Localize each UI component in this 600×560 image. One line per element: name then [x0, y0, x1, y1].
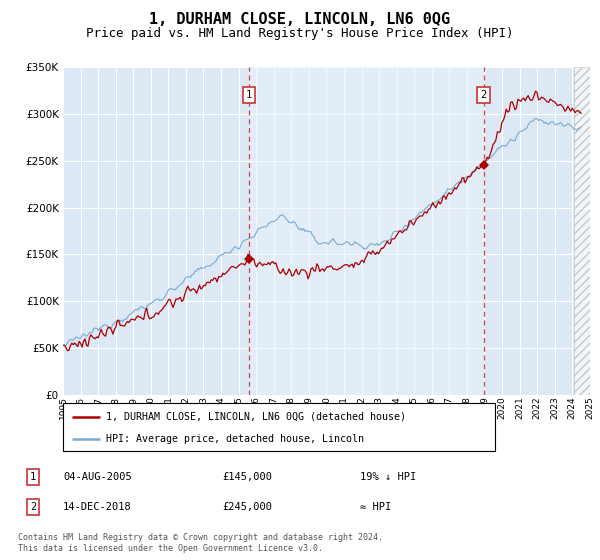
- Text: 04-AUG-2005: 04-AUG-2005: [63, 472, 132, 482]
- Bar: [574, 67, 599, 395]
- Text: 1: 1: [30, 472, 36, 482]
- FancyBboxPatch shape: [63, 403, 495, 451]
- Text: 2: 2: [481, 90, 487, 100]
- Text: 1, DURHAM CLOSE, LINCOLN, LN6 0QG: 1, DURHAM CLOSE, LINCOLN, LN6 0QG: [149, 12, 451, 27]
- Text: 1, DURHAM CLOSE, LINCOLN, LN6 0QG (detached house): 1, DURHAM CLOSE, LINCOLN, LN6 0QG (detac…: [106, 412, 406, 422]
- Text: Contains HM Land Registry data © Crown copyright and database right 2024.
This d: Contains HM Land Registry data © Crown c…: [18, 533, 383, 553]
- Text: 19% ↓ HPI: 19% ↓ HPI: [360, 472, 416, 482]
- Text: Price paid vs. HM Land Registry's House Price Index (HPI): Price paid vs. HM Land Registry's House …: [86, 27, 514, 40]
- Text: £145,000: £145,000: [222, 472, 272, 482]
- Text: ≈ HPI: ≈ HPI: [360, 502, 391, 512]
- Text: 1: 1: [245, 90, 252, 100]
- Text: 2: 2: [30, 502, 36, 512]
- Text: £245,000: £245,000: [222, 502, 272, 512]
- Bar: [249, 67, 484, 395]
- Text: 14-DEC-2018: 14-DEC-2018: [63, 502, 132, 512]
- Text: HPI: Average price, detached house, Lincoln: HPI: Average price, detached house, Linc…: [106, 434, 364, 444]
